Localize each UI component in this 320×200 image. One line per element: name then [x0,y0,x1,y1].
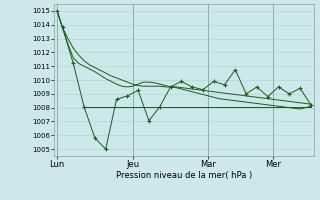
X-axis label: Pression niveau de la mer( hPa ): Pression niveau de la mer( hPa ) [116,171,252,180]
